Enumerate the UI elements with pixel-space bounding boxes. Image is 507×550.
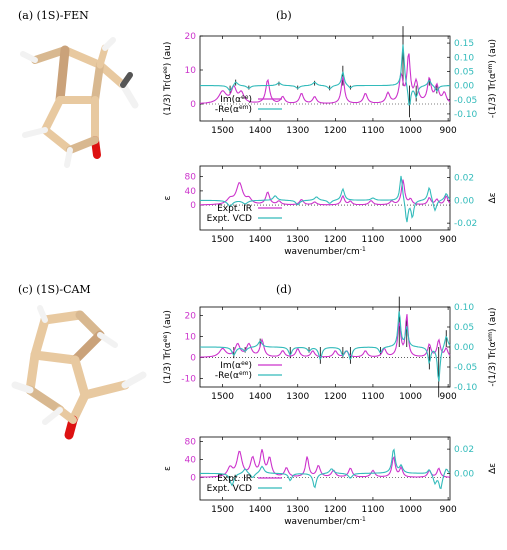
b-top-ytick-right-label: 0.05 — [454, 67, 474, 77]
d-bottom-xlabel: wavenumber/cm-1 — [284, 516, 366, 528]
b-bottom-xtick-label: 1500 — [211, 235, 234, 245]
d-top-legend-label: Im(αee) — [220, 360, 252, 372]
b-top-xtick-label: 1500 — [211, 126, 234, 136]
d-top-ylabel-right: -(1/3) Tr(αem) (au) — [487, 307, 499, 386]
b-bottom-ytick-left-label: 40 — [185, 187, 197, 197]
b-bottom-series-a — [200, 179, 451, 206]
panel-label-d: (d) — [276, 283, 292, 296]
d-bottom-xtick-label: 1100 — [361, 505, 384, 515]
fenchone-molecule-image — [20, 37, 139, 168]
d-bottom-xtick-label: 1400 — [249, 505, 272, 515]
d-bottom-xtick-label: 1000 — [399, 505, 422, 515]
d-bottom-xtick-label: 1200 — [324, 505, 347, 515]
b-top-xtick-label: 1100 — [361, 126, 384, 136]
b-bottom-xtick-label: 1100 — [361, 235, 384, 245]
b-bottom-xtick-label: 900 — [440, 235, 457, 245]
d-bottom-ytick-left-label: 40 — [185, 456, 197, 466]
b-top-ytick-left-label: 0 — [190, 100, 196, 110]
d-bottom-legend-label: Expt. VCD — [207, 484, 252, 494]
panel-label-c: (c) (1S)-CAM — [18, 283, 91, 296]
b-top-legend-label: Im(αee) — [220, 94, 252, 106]
b-top-xtick-label: 1200 — [324, 126, 347, 136]
b-top-ytick-right-label: 0.10 — [454, 53, 474, 63]
d-top-xtick-label: 1000 — [399, 392, 422, 402]
b-bottom-frame — [199, 165, 451, 231]
d-top-xtick-label: 900 — [440, 392, 457, 402]
b-top-series-a — [200, 53, 451, 104]
b-bottom-xtick-label: 1200 — [324, 235, 347, 245]
b-bottom-series-b — [200, 175, 451, 223]
b-top-ylabel-right: -(1/3) Tr(αem) (au) — [487, 39, 499, 118]
b-top-ytick-right-label: 0.00 — [454, 82, 474, 92]
d-top-ytick-right-label: 0.10 — [454, 303, 474, 313]
d-top-ytick-right-label: -0.10 — [454, 383, 478, 393]
d-bottom-ytick-right-label: 0.00 — [454, 469, 474, 479]
d-top-ytick-left-label: 0 — [190, 354, 196, 364]
d-bottom-xtick-label: 900 — [440, 505, 457, 515]
panel-label-b: (b) — [276, 9, 292, 22]
b-top-xtick-label: 1000 — [399, 126, 422, 136]
b-top-xtick-label: 900 — [440, 126, 457, 136]
b-top-series-b — [200, 44, 450, 106]
d-bottom-ylabel-left: ε — [163, 466, 173, 471]
d-top-xtick-label: 1100 — [361, 392, 384, 402]
d-top-ytick-left-label: -10 — [181, 375, 196, 385]
d-top-xtick-label: 1400 — [249, 392, 272, 402]
d-top-legend-label: -Re(αem) — [215, 370, 252, 382]
b-top-ytick-left-label: 10 — [185, 66, 197, 76]
b-bottom-legend-label: Expt. VCD — [207, 214, 252, 224]
b-bottom-ylabel-left: ε — [163, 195, 173, 200]
b-bottom-xtick-label: 1300 — [286, 235, 309, 245]
panel-label-a: (a) (1S)-FEN — [18, 9, 89, 22]
d-bottom-frame — [199, 436, 451, 501]
b-top-ylabel-left: (1/3) Tr(αee) (au) — [162, 42, 174, 116]
b-top-ytick-right-label: -0.10 — [454, 110, 478, 120]
d-bottom-series-b — [200, 448, 451, 490]
b-bottom-xtick-label: 1400 — [249, 235, 272, 245]
b-top-xtick-label: 1400 — [249, 126, 272, 136]
b-bottom-ytick-left-label: 0 — [190, 201, 196, 211]
d-top-ytick-left-label: 20 — [185, 311, 197, 321]
d-top-ytick-left-label: 10 — [185, 332, 197, 342]
b-top-ytick-right-label: -0.05 — [454, 96, 477, 106]
b-bottom-ytick-right-label: 0.02 — [454, 173, 474, 183]
b-bottom-ytick-left-label: 80 — [185, 173, 197, 183]
d-bottom-legend-label: Expt. IR — [217, 474, 252, 484]
b-top-frame — [199, 35, 451, 122]
b-bottom-ytick-right-label: 0.00 — [454, 196, 474, 206]
d-bottom-xtick-label: 1500 — [211, 505, 234, 515]
d-top-series-a — [200, 314, 451, 358]
d-bottom-series-a — [200, 449, 450, 478]
d-top-series-b — [200, 311, 451, 382]
d-top-ytick-right-label: 0.00 — [454, 343, 474, 353]
d-top-ytick-right-label: -0.05 — [454, 363, 477, 373]
b-top-xtick-label: 1300 — [286, 126, 309, 136]
d-top-ylabel-left: (1/3) Tr(αee) (au) — [162, 310, 174, 384]
d-bottom-ylabel-right: Δε — [488, 463, 498, 474]
d-bottom-ytick-left-label: 0 — [190, 474, 196, 484]
b-bottom-xlabel: wavenumber/cm-1 — [284, 246, 366, 258]
d-top-xtick-label: 1300 — [286, 392, 309, 402]
d-bottom-ytick-right-label: 0.02 — [454, 445, 474, 455]
b-bottom-xtick-label: 1000 — [399, 235, 422, 245]
d-bottom-xtick-label: 1300 — [286, 505, 309, 515]
b-bottom-legend-label: Expt. IR — [217, 204, 252, 214]
b-top-ytick-left-label: 20 — [185, 32, 197, 42]
camphor-molecule-image — [11, 305, 147, 440]
d-top-ytick-right-label: 0.05 — [454, 323, 474, 333]
d-top-xtick-label: 1200 — [324, 392, 347, 402]
b-bottom-ytick-right-label: -0.02 — [454, 219, 477, 229]
b-top-ytick-right-label: 0.15 — [454, 39, 474, 49]
d-bottom-ytick-left-label: 80 — [185, 438, 197, 448]
b-bottom-ylabel-right: Δε — [488, 192, 498, 203]
b-top-legend-label: -Re(αem) — [215, 104, 252, 116]
d-top-xtick-label: 1500 — [211, 392, 234, 402]
